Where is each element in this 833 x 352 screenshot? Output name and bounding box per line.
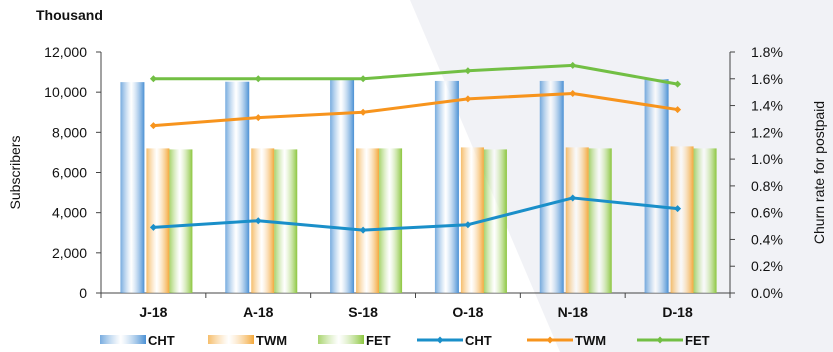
legend-swatch-bar-twm	[208, 335, 254, 344]
bar-fet	[274, 149, 298, 293]
y-tick-label: 8,000	[52, 124, 87, 140]
x-tick-label: A-18	[243, 304, 274, 320]
y-tick-label: 12,000	[44, 44, 87, 60]
point-twm	[359, 108, 367, 116]
point-twm	[464, 95, 472, 103]
y2-tick-label: 1.6%	[751, 71, 783, 87]
y2-axis-title: Churn rate for postpaid	[811, 101, 827, 244]
point-cht	[464, 221, 472, 229]
point-twm	[674, 106, 682, 114]
point-fet	[464, 67, 472, 75]
bar-twm	[146, 148, 170, 293]
bar-twm	[356, 148, 380, 293]
y-tick-label: 6,000	[52, 165, 87, 181]
y2-tick-label: 0.4%	[751, 231, 783, 247]
bar-cht	[225, 81, 250, 294]
bar-cht	[644, 79, 669, 293]
bar-cht	[120, 82, 145, 293]
y-axis-title: Subscribers	[7, 136, 23, 210]
point-cht	[254, 217, 262, 225]
point-fet	[254, 75, 262, 83]
y2-tick-label: 0.0%	[751, 285, 783, 301]
bar-cht	[330, 79, 355, 293]
bar-fet	[588, 148, 612, 293]
legend-marker	[656, 336, 664, 344]
point-cht	[674, 205, 682, 213]
y2-tick-label: 0.6%	[751, 205, 783, 221]
point-fet	[569, 61, 577, 69]
point-twm	[149, 122, 157, 130]
x-tick-label: S-18	[348, 304, 378, 320]
line-fet	[153, 63, 678, 86]
y2-tick-label: 0.2%	[751, 258, 783, 274]
y-tick-label: 10,000	[44, 84, 87, 100]
x-tick-label: J-18	[139, 304, 167, 320]
legend-swatch-bar-cht	[100, 335, 146, 344]
bar-twm	[670, 146, 694, 293]
point-cht	[569, 194, 577, 202]
y-tick-label: 2,000	[52, 245, 87, 261]
bar-fet	[483, 149, 507, 293]
y2-tick-label: 1.8%	[751, 44, 783, 60]
point-fet	[149, 75, 157, 83]
line-twm	[153, 92, 678, 128]
point-cht	[149, 223, 157, 231]
x-tick-label: O-18	[452, 304, 483, 320]
legend-label: FET	[685, 333, 710, 348]
y-tick-label: 0	[79, 285, 87, 301]
bar-cht	[434, 80, 459, 293]
line-cht	[153, 196, 678, 232]
legend-label: CHT	[465, 333, 492, 348]
x-tick-label: D-18	[662, 304, 693, 320]
legend-swatch-bar-fet	[318, 335, 364, 344]
y2-tick-label: 1.0%	[751, 151, 783, 167]
y-tick-label: 4,000	[52, 205, 87, 221]
legend-marker	[546, 336, 554, 344]
y2-tick-label: 0.8%	[751, 178, 783, 194]
point-fet	[359, 75, 367, 83]
point-twm	[569, 90, 577, 98]
bar-twm	[460, 147, 484, 293]
legend-label: FET	[366, 333, 391, 348]
legend-label: TWM	[575, 333, 606, 348]
x-tick-label: N-18	[558, 304, 589, 320]
bar-fet	[169, 149, 193, 293]
bar-fet	[693, 148, 717, 293]
point-fet	[674, 80, 682, 88]
legend-marker	[436, 336, 444, 344]
bar-fet	[379, 148, 403, 293]
bar-cht	[539, 80, 564, 293]
point-twm	[254, 114, 262, 122]
y2-tick-label: 1.4%	[751, 98, 783, 114]
legend-label: CHT	[148, 333, 175, 348]
y2-tick-label: 1.2%	[751, 124, 783, 140]
unit-label: Thousand	[36, 7, 103, 23]
bar-twm	[565, 147, 589, 293]
point-cht	[359, 226, 367, 234]
legend-label: TWM	[256, 333, 287, 348]
